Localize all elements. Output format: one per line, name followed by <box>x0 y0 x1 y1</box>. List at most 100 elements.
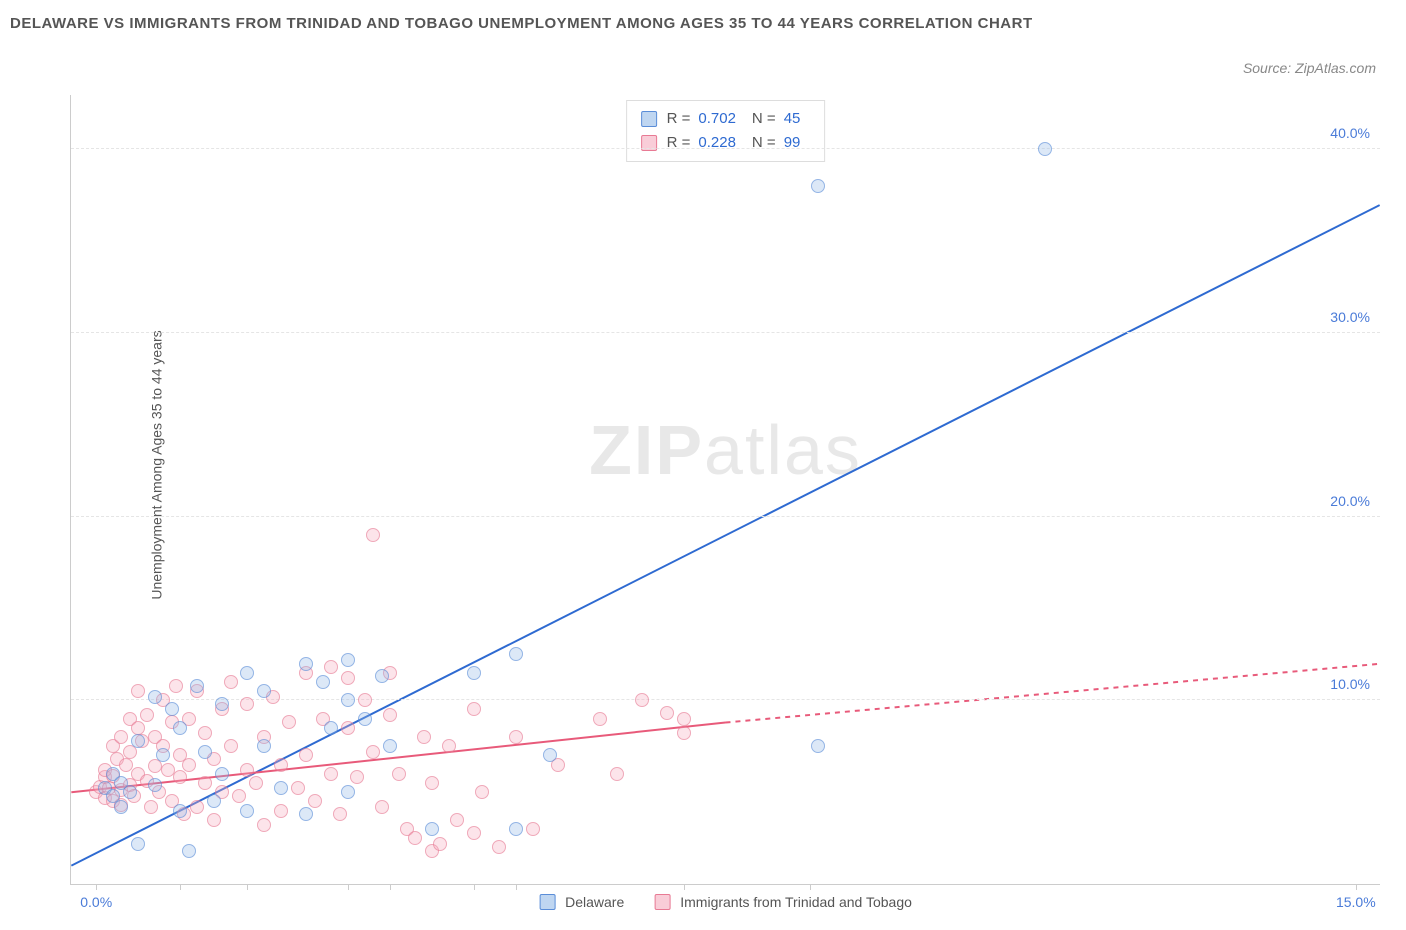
data-point-blue <box>509 822 523 836</box>
swatch-blue <box>539 894 555 910</box>
data-point-pink <box>383 708 397 722</box>
data-point-pink <box>114 730 128 744</box>
n-label: N = <box>752 131 776 155</box>
data-point-blue <box>190 679 204 693</box>
x-tick-mark <box>247 884 248 890</box>
plot-area: ZIPatlas R = 0.702 N = 45 R = 0.228 N = … <box>70 95 1380 885</box>
data-point-blue <box>324 721 338 735</box>
data-point-pink <box>350 770 364 784</box>
data-point-pink <box>198 776 212 790</box>
data-point-pink <box>198 726 212 740</box>
x-tick-mark <box>810 884 811 890</box>
y-tick-label: 40.0% <box>1330 125 1370 141</box>
legend-label-pink: Immigrants from Trinidad and Tobago <box>680 894 912 910</box>
watermark: ZIPatlas <box>589 410 862 490</box>
data-point-blue <box>182 844 196 858</box>
data-point-pink <box>282 715 296 729</box>
data-point-blue <box>341 693 355 707</box>
data-point-pink <box>324 660 338 674</box>
data-point-pink <box>467 826 481 840</box>
data-point-blue <box>131 734 145 748</box>
legend-item-blue: Delaware <box>539 894 624 910</box>
x-tick-mark <box>1356 884 1357 890</box>
data-point-pink <box>144 800 158 814</box>
x-tick-mark <box>390 884 391 890</box>
data-point-blue <box>299 807 313 821</box>
source-attribution: Source: ZipAtlas.com <box>1243 60 1376 76</box>
gridline-h <box>71 148 1380 149</box>
data-point-pink <box>526 822 540 836</box>
data-point-pink <box>475 785 489 799</box>
n-value-blue: 45 <box>784 107 801 131</box>
data-point-pink <box>509 730 523 744</box>
data-point-pink <box>341 721 355 735</box>
data-point-pink <box>677 712 691 726</box>
data-point-blue <box>375 669 389 683</box>
data-point-blue <box>383 739 397 753</box>
data-point-blue <box>173 721 187 735</box>
x-tick-mark <box>684 884 685 890</box>
data-point-pink <box>375 800 389 814</box>
data-point-pink <box>190 800 204 814</box>
data-point-blue <box>240 804 254 818</box>
x-tick-mark <box>474 884 475 890</box>
data-point-blue <box>165 702 179 716</box>
gridline-h <box>71 332 1380 333</box>
data-point-pink <box>240 697 254 711</box>
data-point-blue <box>215 697 229 711</box>
r-label: R = <box>667 107 691 131</box>
data-point-pink <box>291 781 305 795</box>
data-point-pink <box>240 763 254 777</box>
data-point-blue <box>173 804 187 818</box>
data-point-pink <box>341 671 355 685</box>
data-point-pink <box>467 702 481 716</box>
x-tick-label: 0.0% <box>80 894 112 910</box>
series-legend: Delaware Immigrants from Trinidad and To… <box>539 894 912 910</box>
data-point-pink <box>257 818 271 832</box>
x-tick-mark <box>96 884 97 890</box>
y-tick-label: 20.0% <box>1330 493 1370 509</box>
trend-lines-svg <box>71 95 1380 884</box>
data-point-pink <box>173 770 187 784</box>
stats-row-blue: R = 0.702 N = 45 <box>641 107 811 131</box>
swatch-pink <box>654 894 670 910</box>
data-point-pink <box>358 693 372 707</box>
chart-title: DELAWARE VS IMMIGRANTS FROM TRINIDAD AND… <box>10 10 1110 37</box>
x-tick-mark <box>348 884 349 890</box>
data-point-pink <box>324 767 338 781</box>
data-point-blue <box>114 800 128 814</box>
data-point-blue <box>207 794 221 808</box>
data-point-blue <box>299 657 313 671</box>
x-tick-mark <box>516 884 517 890</box>
y-tick-label: 30.0% <box>1330 309 1370 325</box>
data-point-pink <box>450 813 464 827</box>
data-point-pink <box>366 745 380 759</box>
data-point-blue <box>341 653 355 667</box>
data-point-pink <box>392 767 406 781</box>
data-point-blue <box>316 675 330 689</box>
data-point-blue <box>274 781 288 795</box>
swatch-blue <box>641 111 657 127</box>
stats-legend: R = 0.702 N = 45 R = 0.228 N = 99 <box>626 100 826 162</box>
data-point-blue <box>215 767 229 781</box>
data-point-blue <box>811 179 825 193</box>
data-point-pink <box>224 739 238 753</box>
data-point-pink <box>433 837 447 851</box>
data-point-pink <box>366 528 380 542</box>
data-point-blue <box>543 748 557 762</box>
data-point-pink <box>635 693 649 707</box>
r-label: R = <box>667 131 691 155</box>
r-value-blue: 0.702 <box>698 107 736 131</box>
data-point-blue <box>1038 142 1052 156</box>
data-point-pink <box>207 813 221 827</box>
data-point-blue <box>131 837 145 851</box>
stats-row-pink: R = 0.228 N = 99 <box>641 131 811 155</box>
data-point-blue <box>358 712 372 726</box>
data-point-blue <box>240 666 254 680</box>
n-label: N = <box>752 107 776 131</box>
data-point-blue <box>811 739 825 753</box>
n-value-pink: 99 <box>784 131 801 155</box>
data-point-pink <box>140 708 154 722</box>
data-point-pink <box>492 840 506 854</box>
data-point-pink <box>408 831 422 845</box>
